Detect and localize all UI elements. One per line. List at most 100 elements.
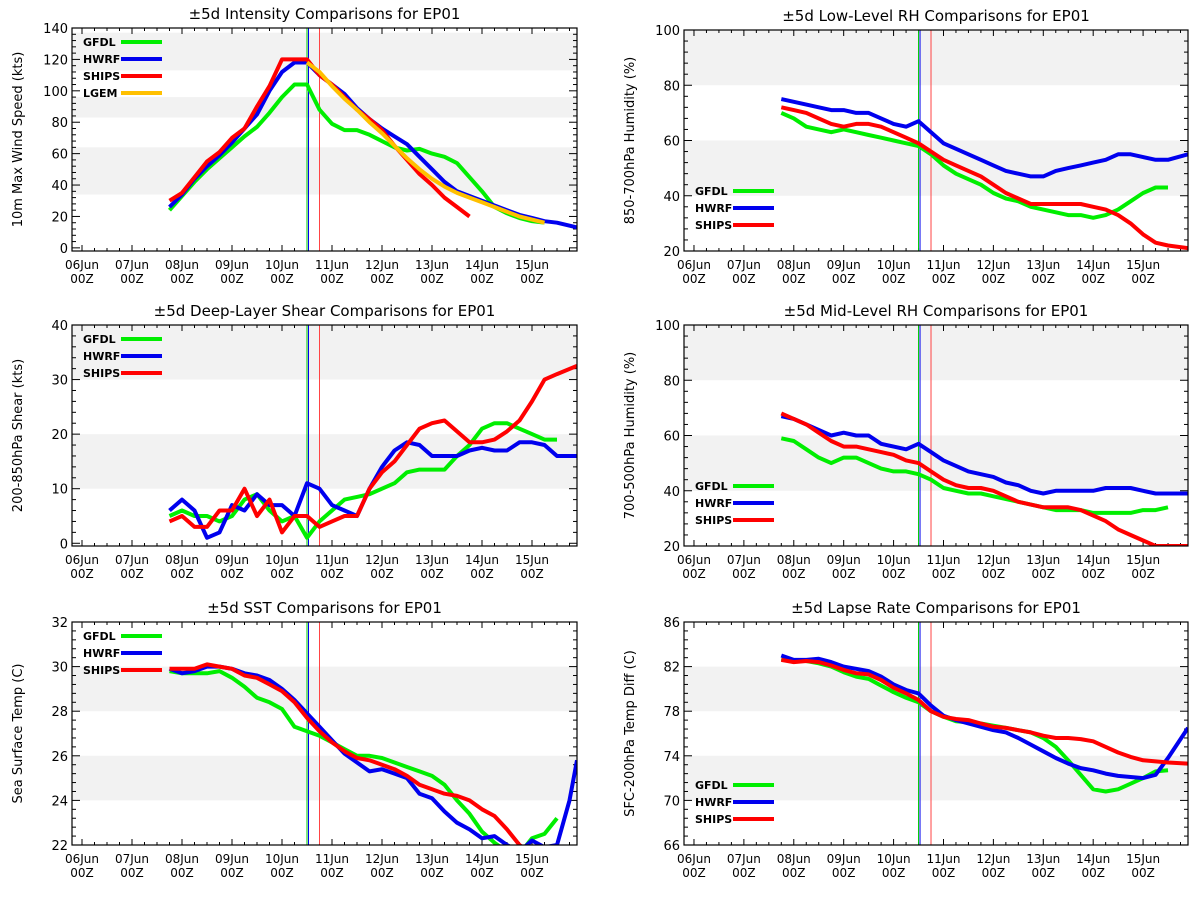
x-tick-label: 14Jun — [465, 852, 499, 866]
x-tick-label: 08Jun — [777, 553, 811, 567]
x-tick-label: 00Z — [320, 272, 344, 286]
x-tick-label: 00Z — [982, 866, 1006, 880]
y-tick-label: 40 — [663, 190, 680, 205]
x-tick-label: 15Jun — [515, 258, 549, 272]
x-tick-label: 08Jun — [777, 258, 811, 272]
x-tick-label: 07Jun — [115, 258, 149, 272]
chart-panel-shear: ±5d Deep-Layer Shear Comparisons for EP0… — [11, 302, 578, 581]
y-tick-label: 20 — [51, 210, 68, 225]
x-tick-label: 09Jun — [215, 553, 249, 567]
y-tick-label: 0 — [60, 537, 68, 552]
y-tick-label: 40 — [51, 179, 68, 194]
plot-frame — [71, 324, 578, 547]
chart-panel-mid-rh: ±5d Mid-Level RH Comparisons for EP01 700… — [623, 302, 1189, 581]
x-tick-label: 11Jun — [926, 258, 960, 272]
series-line-ships — [780, 105, 1188, 251]
x-tick-label: 00Z — [120, 866, 144, 880]
x-tick-label: 12Jun — [976, 258, 1010, 272]
x-tick-label: 12Jun — [365, 852, 399, 866]
series-line-lgem — [305, 60, 545, 225]
y-tick-label: 0 — [60, 242, 68, 257]
y-axis-label: SFC-200hPa Temp Diff (C) — [623, 650, 638, 817]
y-axis-label: 200-850hPa Shear (kts) — [11, 359, 26, 512]
legend-label-hwrf: HWRF — [695, 202, 732, 215]
legend-label-ships: SHIPS — [695, 813, 732, 826]
x-tick-label: 09Jun — [827, 852, 861, 866]
x-tick-label: 10Jun — [265, 852, 299, 866]
plot-frame — [71, 621, 578, 846]
legend-label-gfdl: GFDL — [695, 480, 728, 493]
x-tick-label: 00Z — [782, 866, 806, 880]
x-tick-label: 00Z — [932, 866, 956, 880]
shaded-band — [684, 140, 1188, 196]
x-tick-label: 06Jun — [65, 553, 99, 567]
x-tick-label: 11Jun — [315, 258, 349, 272]
x-tick-label: 00Z — [270, 567, 294, 581]
x-tick-label: 07Jun — [115, 553, 149, 567]
series-line-ships — [780, 411, 1188, 546]
x-tick-label: 00Z — [882, 567, 906, 581]
x-tick-label: 12Jun — [365, 553, 399, 567]
x-tick-label: 13Jun — [1026, 852, 1060, 866]
series-line-hwrf — [780, 414, 1188, 496]
y-tick-label: 30 — [51, 374, 68, 389]
y-tick-label: 100 — [655, 24, 680, 39]
y-tick-label: 28 — [51, 705, 68, 720]
legend-label-hwrf: HWRF — [695, 796, 732, 809]
x-tick-label: 15Jun — [1126, 553, 1160, 567]
x-tick-label: 06Jun — [65, 852, 99, 866]
y-tick-label: 24 — [51, 794, 68, 809]
x-tick-label: 00Z — [220, 866, 244, 880]
y-tick-label: 30 — [51, 661, 68, 676]
shaded-band — [72, 325, 577, 380]
series-line-gfdl — [780, 436, 1169, 515]
x-tick-label: 00Z — [832, 567, 856, 581]
x-tick-label: 00Z — [882, 866, 906, 880]
shaded-band — [72, 755, 577, 801]
x-tick-label: 00Z — [682, 272, 706, 286]
x-tick-label: 10Jun — [877, 852, 911, 866]
x-tick-label: 00Z — [982, 272, 1006, 286]
x-tick-label: 00Z — [1032, 866, 1056, 880]
x-tick-label: 12Jun — [976, 852, 1010, 866]
series-line-ships — [169, 662, 523, 845]
x-tick-label: 09Jun — [215, 852, 249, 866]
x-tick-label: 00Z — [120, 567, 144, 581]
x-tick-label: 00Z — [170, 567, 194, 581]
y-tick-label: 120 — [43, 53, 68, 68]
x-tick-label: 14Jun — [465, 258, 499, 272]
legend-label-ships: SHIPS — [695, 514, 732, 527]
x-tick-label: 00Z — [370, 866, 394, 880]
legend-label-ships: SHIPS — [83, 70, 120, 83]
x-tick-label: 14Jun — [1076, 852, 1110, 866]
x-tick-label: 00Z — [1032, 272, 1056, 286]
x-tick-label: 00Z — [682, 866, 706, 880]
plot-frame — [683, 621, 1189, 846]
x-tick-label: 14Jun — [1076, 258, 1110, 272]
legend-label-ships: SHIPS — [83, 664, 120, 677]
x-tick-label: 00Z — [1081, 272, 1105, 286]
shaded-band — [72, 32, 577, 71]
x-tick-label: 00Z — [420, 272, 444, 286]
chart-panel-lapse-rate: ±5d Lapse Rate Comparisons for EP01 SFC-2… — [623, 599, 1189, 880]
legend-label-ships: SHIPS — [695, 219, 732, 232]
y-tick-label: 80 — [51, 116, 68, 131]
x-tick-label: 06Jun — [677, 258, 711, 272]
x-tick-label: 00Z — [732, 272, 756, 286]
y-tick-label: 10 — [51, 483, 68, 498]
x-tick-label: 00Z — [520, 866, 544, 880]
x-tick-label: 10Jun — [265, 553, 299, 567]
x-tick-label: 11Jun — [926, 852, 960, 866]
series-line-ships — [780, 657, 1188, 766]
chart-panel-low-rh: ±5d Low-Level RH Comparisons for EP01 850… — [623, 7, 1189, 286]
y-tick-label: 140 — [43, 22, 68, 37]
x-tick-label: 00Z — [982, 567, 1006, 581]
x-tick-label: 00Z — [220, 272, 244, 286]
y-tick-label: 82 — [663, 661, 680, 676]
y-tick-label: 40 — [663, 485, 680, 500]
y-axis-label: 850-700hPa Humidity (%) — [623, 57, 638, 224]
x-tick-label: 00Z — [470, 567, 494, 581]
legend-label-hwrf: HWRF — [695, 497, 732, 510]
x-tick-label: 00Z — [420, 567, 444, 581]
